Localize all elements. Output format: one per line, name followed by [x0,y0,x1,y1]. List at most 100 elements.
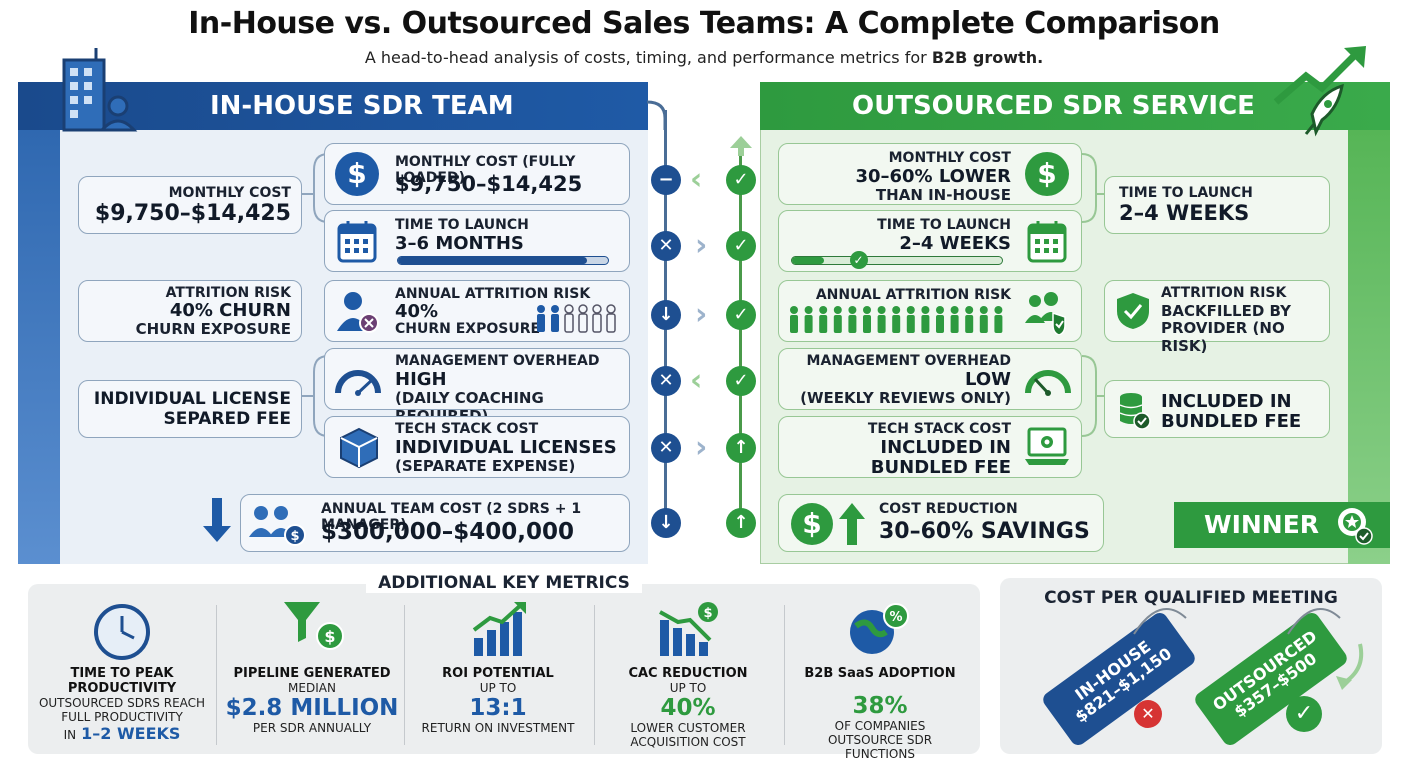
outsourced-heading: OUTSOURCED SDR SERVICE [760,82,1390,130]
dollar-icon: $ [791,503,833,545]
metric-saas-adoption: B2B SaaS ADOPTION 38% OF COMPANIES OUTSO… [804,666,956,761]
person-head-icon [892,306,901,314]
x-icon: ✕ [651,433,681,463]
up-arrow-icon [839,503,865,545]
person-body-icon [819,315,828,333]
metrics-panel [28,584,980,754]
full-team-icon [790,306,1003,333]
chevron-left-icon: ‹ [690,162,703,197]
shield-check-icon [1117,293,1149,329]
metric-divider [404,605,405,745]
check-icon: ✓ [726,366,756,396]
summary-attrition-risk: ATTRITION RISK 40% CHURN CHURN EXPOSURE [78,280,302,342]
down-icon: ↓ [651,508,681,538]
person-remove-icon [337,292,379,333]
card-management-overhead: MANAGEMENT OVERHEAD HIGH (DAILY COACHING… [324,348,630,425]
dollar-icon: $ [1025,152,1069,196]
svg-text:$: $ [703,606,712,621]
svg-text:$: $ [324,627,335,646]
office-building-icon [62,48,138,132]
person-head-icon [979,306,988,314]
person-head-icon [994,306,1003,314]
metric-cac: CAC REDUCTION UP TO 40% LOWER CUSTOMER A… [628,666,748,749]
clock-icon [94,604,150,660]
person-head-icon [950,306,959,314]
curved-arrow-icon [1336,643,1364,690]
person-body-icon [863,315,871,333]
check-icon: ✓ [726,231,756,261]
person-body-icon [804,315,813,333]
gauge-high-icon [335,370,381,396]
card-time-to-launch: TIME TO LAUNCH 3–6 MONTHS [324,210,630,272]
card-attrition-risk: ANNUAL ATTRITION RISK 40% CHURN EXPOSURE [324,280,630,342]
metric-time-to-peak: TIME TO PEAK PRODUCTIVITY OUTSOURCED SDR… [38,666,206,743]
x-icon: ✕ [651,366,681,396]
check-icon: ✓ [1286,696,1322,732]
launch-progress-fill [398,257,587,264]
card-outsourced-time-to-launch: TIME TO LAUNCH 2–4 WEEKS ✓ [778,210,1082,272]
funnel-money-icon: $ [284,602,344,650]
chevron-right-icon: › [695,228,708,263]
team-churn-icon [537,304,616,333]
up-icon: ↑ [726,433,756,463]
chevron-left-icon: ‹ [690,363,703,398]
page-title: In-House vs. Outsourced Sales Teams: A C… [188,6,1220,41]
person-head-icon [877,306,886,314]
x-icon: ✕ [1134,700,1162,728]
up-arrow-icon [730,136,752,156]
database-check-icon [1119,393,1151,430]
card-annual-team-cost: $ ANNUAL TEAM COST (2 SDRS + 1 MANAGER) … [240,494,630,552]
check-icon: ✓ [726,300,756,330]
card-outsourced-management: MANAGEMENT OVERHEAD LOW (WEEKLY REVIEWS … [778,348,1082,410]
outsourced-panel-strip [1348,130,1390,564]
person-head-icon [921,306,930,314]
card-cost-reduction: $ COST REDUCTION 30–60% SAVINGS [778,494,1104,552]
metric-divider [216,605,217,745]
in-house-panel-strip [18,130,60,564]
person-head-icon [848,306,857,314]
x-icon: ✕ [651,231,681,261]
box-icon [340,427,378,469]
dollar-icon: $ [335,152,379,196]
down-icon: ↓ [651,300,681,330]
card-outsourced-attrition: ANNUAL ATTRITION RISK [778,280,1082,342]
person-head-icon [863,306,871,314]
svg-text:%: % [889,610,902,625]
team-cost-icon: $ [249,506,306,546]
person-body-icon [979,315,988,333]
in-house-heading: IN-HOUSE SDR TEAM [18,82,648,130]
person-body-icon [965,315,974,333]
person-head-icon [804,306,813,314]
card-outsourced-monthly-cost: MONTHLY COST 30–60% LOWER THAN IN-HOUSE … [778,143,1082,205]
outsourced-launch-progress-track: ✓ [791,251,1003,269]
person-body-icon [892,315,901,333]
cost-decline-icon: $ [659,602,718,656]
card-tech-stack: TECH STACK COST INDIVIDUAL LICENSES (SEP… [324,416,630,478]
down-arrow-icon [203,498,231,542]
outsourced-launch-progress-fill [792,257,824,264]
person-body-icon [950,315,959,333]
team-shield-icon [1025,292,1066,335]
svg-text:$: $ [290,529,299,544]
globe-percent-icon: % [850,603,909,654]
person-head-icon [936,306,944,314]
person-body-icon [848,315,857,333]
card-monthly-cost: $ MONTHLY COST (FULLY LOADED) $9,750–$14… [324,143,630,205]
tag-string [1133,608,1187,635]
person-body-icon [936,315,944,333]
tag-string [1287,608,1341,635]
person-head-icon [965,306,974,314]
metric-roi: ROI POTENTIAL UP TO 13:1 RETURN ON INVES… [421,666,575,735]
person-body-icon [921,315,930,333]
person-head-icon [819,306,828,314]
laptop-gear-icon [1025,427,1069,465]
page-subtitle: A head-to-head analysis of costs, timing… [364,48,1044,67]
outsourced-spine [739,140,742,525]
minus-icon: − [651,165,681,195]
card-outsourced-tech-stack: TECH STACK COST INCLUDED IN BUNDLED FEE [778,416,1082,478]
calendar-icon [337,221,377,263]
in-house-spine-cap [647,100,667,130]
in-house-connectors [302,153,329,437]
person-head-icon [833,306,842,314]
gauge-low-icon [1025,370,1071,396]
